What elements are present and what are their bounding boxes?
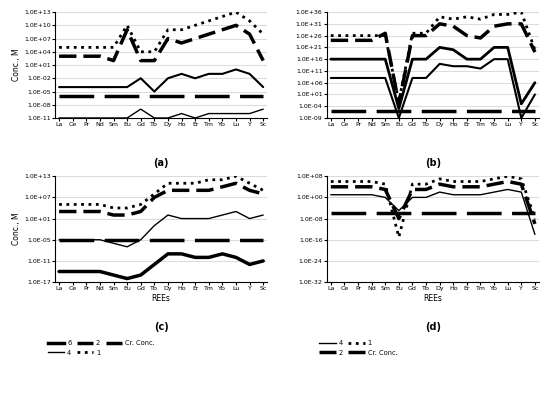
Legend: 4, 2, 1, Cr. Conc.: 4, 2, 1, Cr. Conc. [320,341,398,356]
Text: (b): (b) [425,158,441,168]
X-axis label: REEs: REEs [152,294,170,303]
Y-axis label: Conc., M: Conc., M [12,213,21,245]
Y-axis label: Conc., M: Conc., M [12,49,21,81]
Text: (c): (c) [154,322,168,332]
X-axis label: REEs: REEs [424,294,442,303]
Text: (d): (d) [425,322,441,332]
Legend: 6, 4, 2, 1, Cr. Conc.: 6, 4, 2, 1, Cr. Conc. [48,341,155,356]
Text: (a): (a) [153,158,169,168]
